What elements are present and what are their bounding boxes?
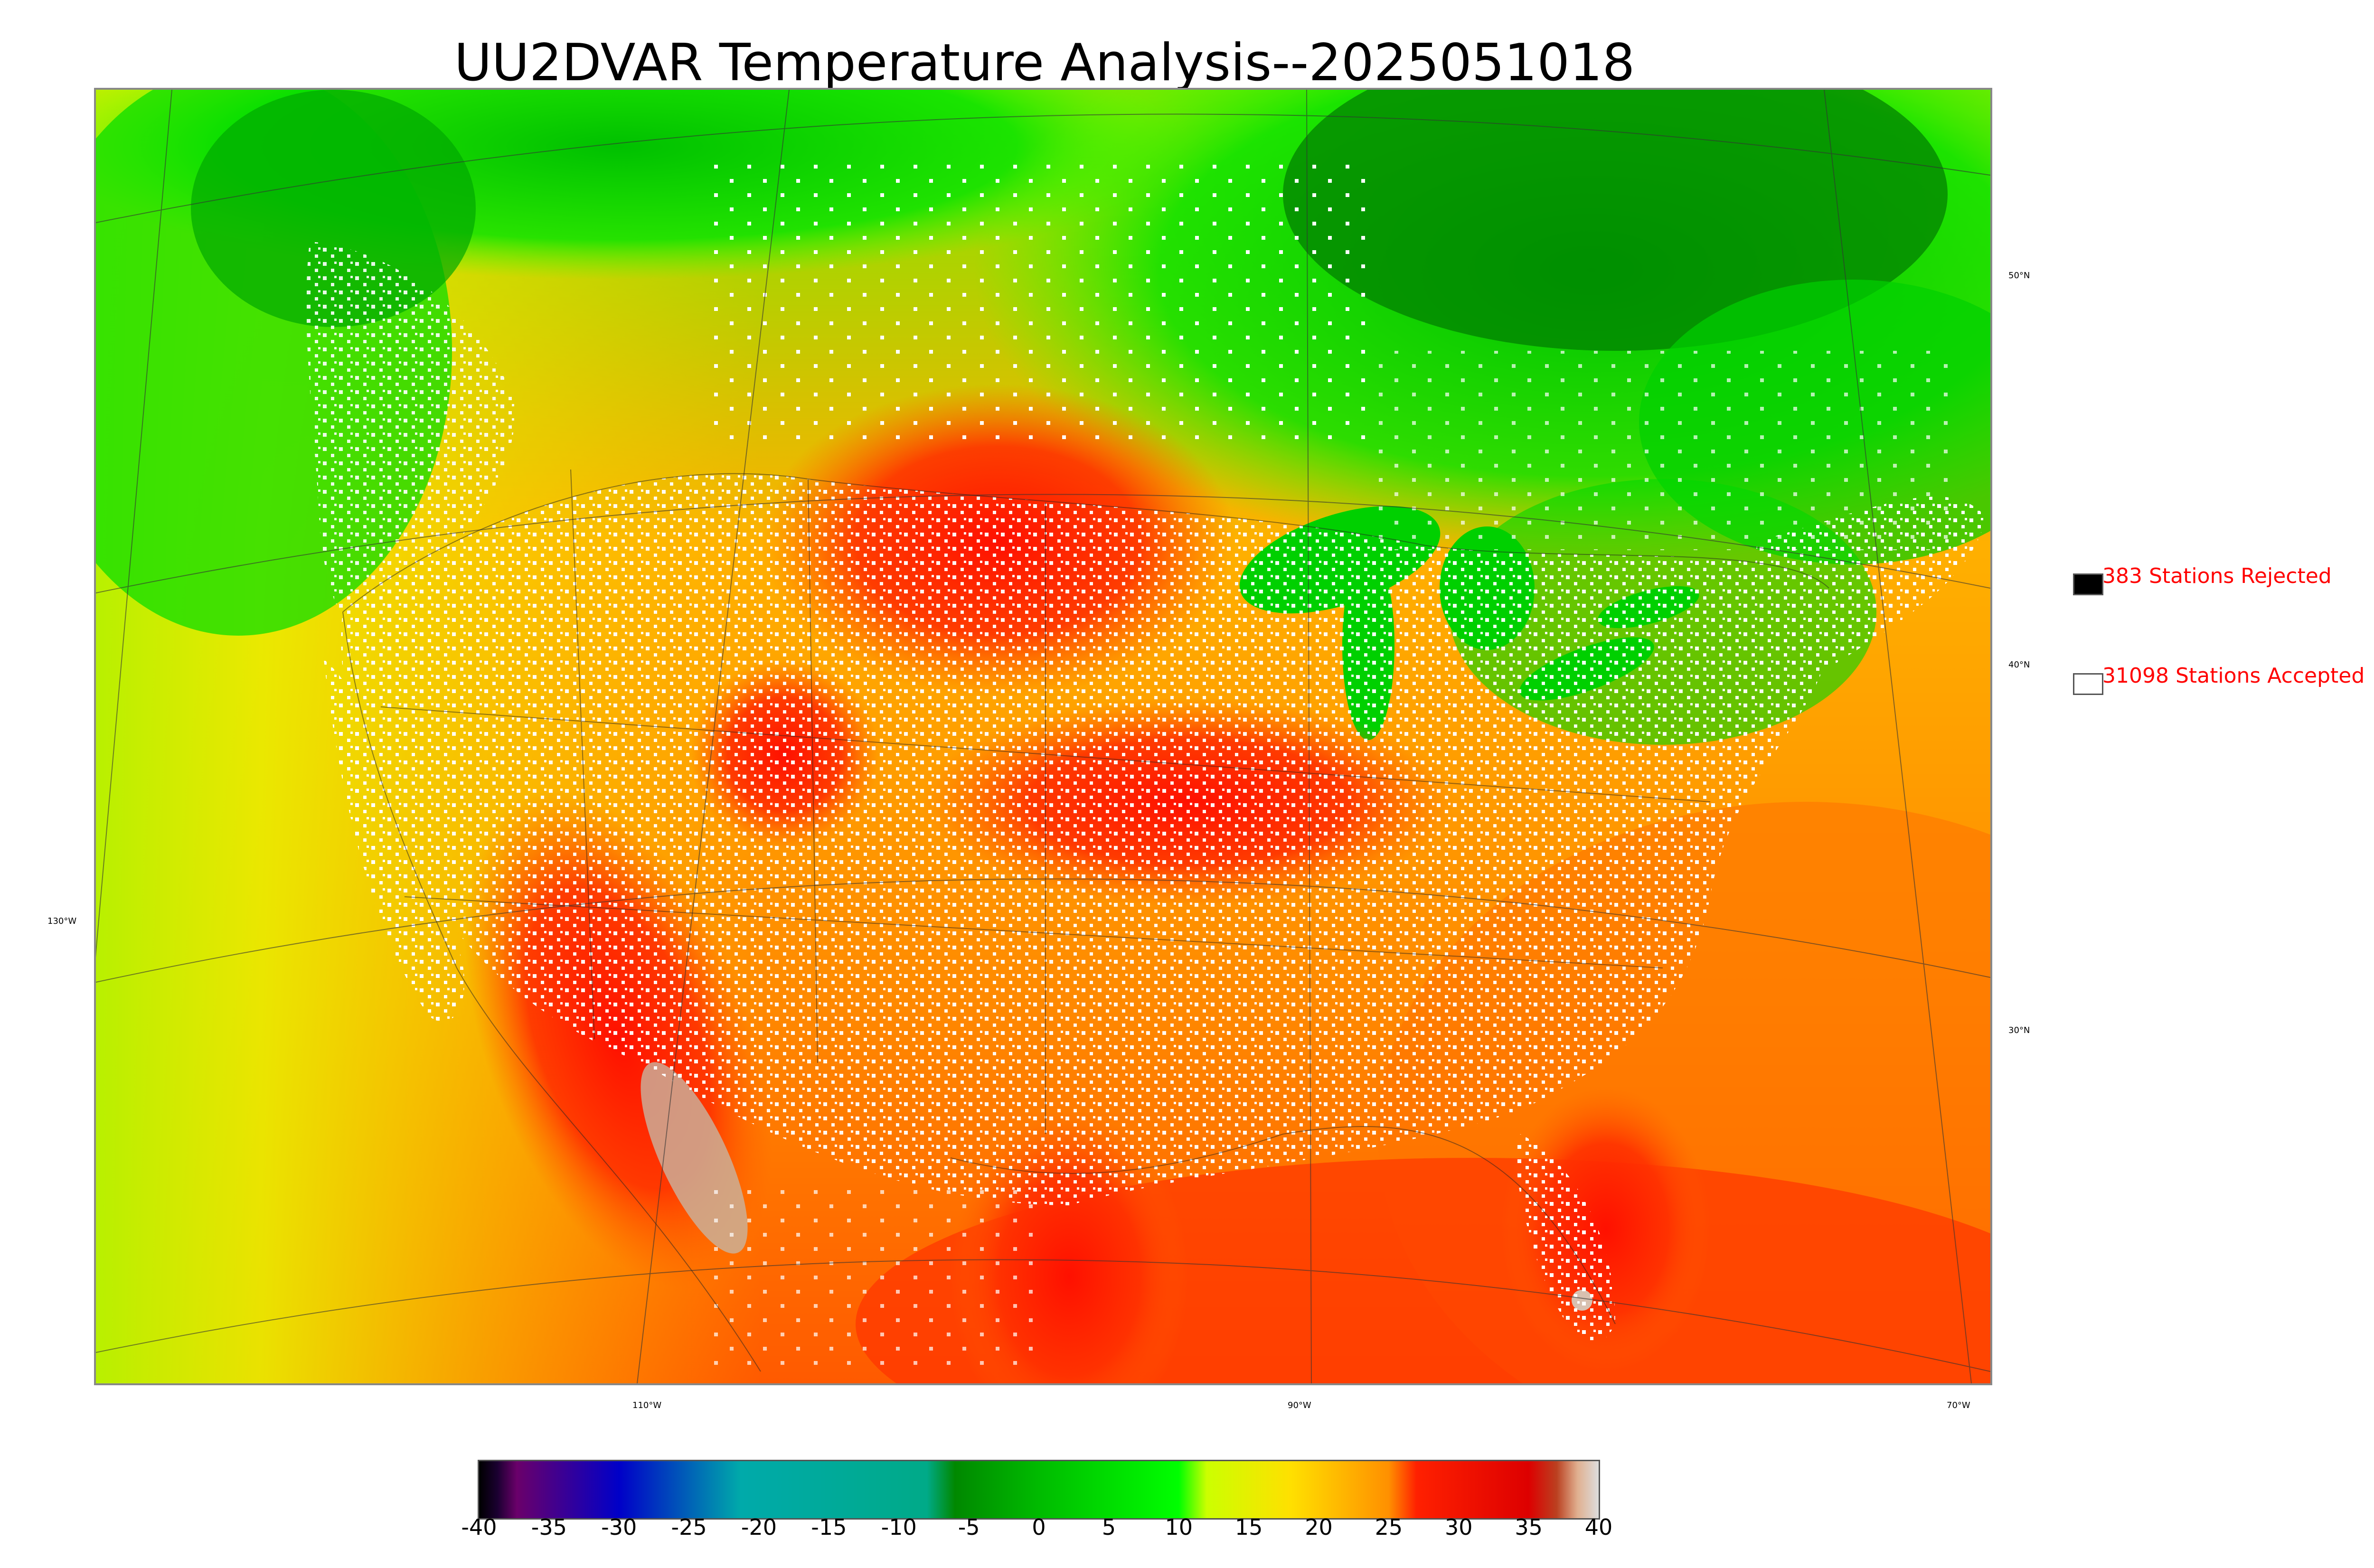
colorbar-tick-label: -25 <box>671 1514 707 1540</box>
colorbar-tick-label: -15 <box>811 1514 847 1540</box>
colorbar-tick-label: 15 <box>1234 1514 1263 1540</box>
temperature-map <box>94 88 1992 1385</box>
colorbar-tick-label: -40 <box>461 1514 497 1540</box>
colorbar-tick-label: 40 <box>1584 1514 1613 1540</box>
temperature-colorbar <box>478 1460 1600 1520</box>
map-title: UU2DVAR Temperature Analysis--2025051018 <box>454 33 1635 93</box>
colorbar-tick-label: 5 <box>1102 1514 1116 1540</box>
map-canvas <box>96 90 1990 1383</box>
colorbar-tick-label: 20 <box>1305 1514 1333 1540</box>
lon-label-130w: 130°W <box>47 916 77 926</box>
colorbar-tick-label: 35 <box>1515 1514 1543 1540</box>
colorbar-tick-label: 25 <box>1375 1514 1403 1540</box>
colorbar-tick-label: -30 <box>601 1514 637 1540</box>
lon-label-70w: 70°W <box>1947 1400 1970 1410</box>
colorbar-tick-label: 30 <box>1444 1514 1473 1540</box>
accepted-stations-label: 31098 Stations Accepted <box>2102 664 2365 688</box>
rejected-swatch <box>2073 573 2103 595</box>
colorbar-gradient <box>479 1461 1599 1518</box>
colorbar-tick-label: -5 <box>958 1514 980 1540</box>
colorbar-tick-label: 0 <box>1032 1514 1046 1540</box>
accepted-swatch <box>2073 673 2103 695</box>
lon-label-110w: 110°W <box>632 1400 662 1410</box>
colorbar-tick-label: -10 <box>881 1514 917 1540</box>
colorbar-tick-label: 10 <box>1165 1514 1193 1540</box>
colorbar-tick-label: -35 <box>531 1514 567 1540</box>
lat-label-30n: 30°N <box>2008 1025 2030 1035</box>
colorbar-fill <box>479 1461 1599 1518</box>
rejected-stations-label: 383 Stations Rejected <box>2102 564 2332 588</box>
colorbar-tick-label: -20 <box>741 1514 777 1540</box>
lon-label-90w: 90°W <box>1288 1400 1311 1410</box>
lat-label-50n: 50°N <box>2008 271 2030 281</box>
lat-label-40n: 40°N <box>2008 660 2030 670</box>
